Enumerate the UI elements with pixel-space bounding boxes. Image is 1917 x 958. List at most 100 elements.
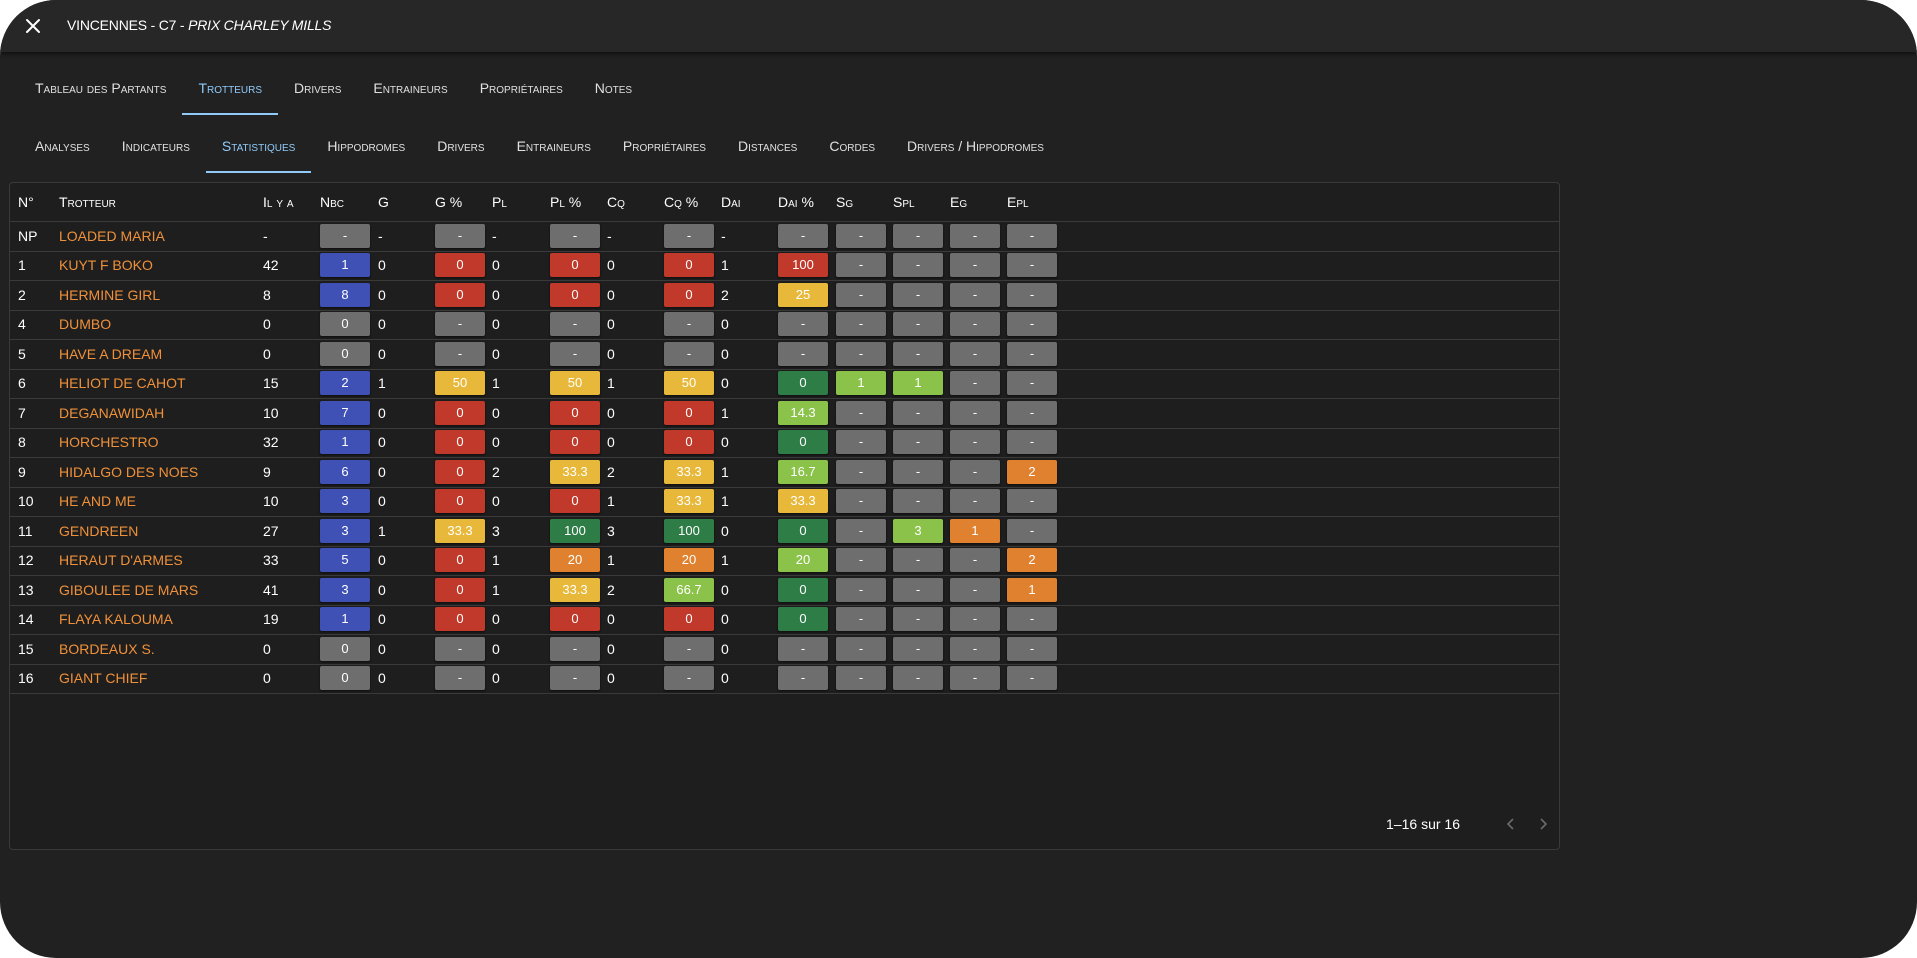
col-cq-pct-header[interactable]: Cq % [664,194,699,210]
subtab-cordes[interactable]: Cordes [829,138,876,154]
chevron-right-icon[interactable] [1530,811,1556,837]
col-number-cell: 11 [18,522,33,539]
chevron-left-icon[interactable] [1498,811,1524,837]
subtab-propri-taires[interactable]: Propriétaires [622,138,706,154]
col-number-cell: 5 [18,345,26,362]
col-pl-cell: 0 [492,345,500,362]
col-il-y-a-cell: 0 [263,345,271,362]
col-dai-pct-cell: 0 [778,605,828,635]
col-sg-header[interactable]: Sg [836,194,854,210]
col-epl-badge: - [1007,282,1057,307]
subtab-hippodromes[interactable]: Hippodromes [327,138,406,154]
trotteur-name[interactable]: GIANT CHIEF [59,670,148,687]
trotteur-name[interactable]: HERMINE GIRL [59,286,161,303]
col-sg-badge: - [836,577,886,602]
col-spl-header[interactable]: Spl [893,194,915,210]
col-spl-badge: - [893,636,943,661]
tab-tableau-des-partants[interactable]: Tableau des Partants [35,80,167,96]
subtab-drivers[interactable]: Drivers [437,138,485,154]
col-eg-header[interactable]: Eg [950,194,968,210]
col-dai-pct-header[interactable]: Dai % [778,194,814,210]
trotteur-name[interactable]: BORDEAUX S. [59,640,155,657]
col-number-header[interactable]: N° [18,194,34,210]
subtab-analyses[interactable]: Analyses [35,138,90,154]
col-cq-pct-badge: 66.7 [664,577,714,602]
col-pl-header[interactable]: Pl [492,194,507,210]
col-il-y-a-cell: 27 [263,522,279,539]
col-number-cell: 12 [18,552,34,569]
col-pl-cell: 1 [492,552,500,569]
col-cq-cell: - [607,227,612,244]
subtab-indicateurs[interactable]: Indicateurs [121,138,190,154]
trotteur-name[interactable]: LOADED MARIA [59,227,165,244]
close-icon[interactable] [20,13,46,39]
col-nbc-cell: 1 [320,251,370,281]
col-g-pct-badge: 0 [435,489,485,514]
subtab-distances[interactable]: Distances [737,138,798,154]
col-g-pct-badge: 50 [435,371,485,396]
col-dai-header[interactable]: Dai [721,194,741,210]
col-pl-pct-header[interactable]: Pl % [550,194,582,210]
col-pl-pct-badge: - [550,341,600,366]
trotteur-name[interactable]: HIDALGO DES NOES [59,463,199,480]
trotteur-name[interactable]: KUYT F BOKO [59,257,153,274]
col-pl-pct-badge: 0 [550,489,600,514]
col-eg-cell: - [950,457,1000,487]
col-dai-pct-cell: - [778,634,828,664]
col-nbc-cell: - [320,221,370,251]
col-epl-header[interactable]: Epl [1007,194,1029,210]
trotteur-name[interactable]: HAVE A DREAM [59,345,163,362]
trotteur-name[interactable]: FLAYA KALOUMA [59,611,173,628]
col-pl-pct-badge: 50 [550,371,600,396]
trotteur-name[interactable]: HE AND ME [59,493,137,510]
table-row: 10 HE AND ME 10 3 0 0 0 0 1 33.3 1 33.3- - - - [10,487,1559,517]
col-cq-header[interactable]: Cq [607,194,625,210]
col-pl-pct-badge: - [550,312,600,337]
subtab-statistiques[interactable]: Statistiques [205,118,312,174]
col-sg-cell: - [836,221,886,251]
col-spl-cell: - [893,634,943,664]
col-g-cell: 0 [378,552,386,569]
col-eg-cell: - [950,487,1000,517]
table-row: 16 GIANT CHIEF 0 0 0-0-0-0- - - - - [10,664,1559,694]
col-g-header[interactable]: G [378,194,389,210]
tab-drivers[interactable]: Drivers [294,80,342,96]
trotteur-name[interactable]: HERAUT D'ARMES [59,552,183,569]
col-sg-badge: - [836,548,886,573]
col-g-pct-header[interactable]: G % [435,194,463,210]
trotteur-name[interactable]: HORCHESTRO [59,434,159,451]
col-pl-pct-cell: 33.3 [550,575,600,605]
col-spl-cell: - [893,428,943,458]
col-pl-pct-badge: 0 [550,430,600,455]
col-dai-cell: 1 [721,463,729,480]
tab-trotteurs[interactable]: Trotteurs [182,60,278,116]
tab-propri-taires[interactable]: Propriétaires [479,80,563,96]
trotteur-name[interactable]: DEGANAWIDAH [59,404,165,421]
col-cq-pct-cell: 66.7 [664,575,714,605]
col-g-cell: 0 [378,640,386,657]
col-nbc-cell: 0 [320,664,370,694]
trotteur-name[interactable]: GIBOULEE DE MARS [59,581,199,598]
subtab-drivers-hippodromes[interactable]: Drivers / Hippodromes [907,138,1044,154]
col-trotteur-header[interactable]: Trotteur [59,194,116,210]
col-cq-pct-cell: - [664,339,714,369]
col-epl-cell: 1 [1007,575,1057,605]
col-epl-cell: - [1007,280,1057,310]
col-g-pct-cell: 0 [435,251,485,281]
trotteur-name[interactable]: HELIOT DE CAHOT [59,375,186,392]
subtab-entraineurs[interactable]: Entraineurs [516,138,591,154]
col-il-y-a-header[interactable]: Il y a [263,194,294,210]
col-eg-cell: - [950,428,1000,458]
col-pl-pct-cell: 0 [550,280,600,310]
trotteur-name[interactable]: GENDREEN [59,522,139,539]
tab-entraineurs[interactable]: Entraineurs [373,80,448,96]
col-g-cell: 0 [378,286,386,303]
col-dai-cell: 0 [721,522,729,539]
col-g-cell: 0 [378,581,386,598]
col-dai-pct-cell: - [778,339,828,369]
primary-tabs: Tableau des Partants Trotteurs Drivers Entr… [19,60,648,118]
tab-notes[interactable]: Notes [594,80,633,96]
col-nbc-header[interactable]: Nbc [320,194,345,210]
col-eg-cell: - [950,546,1000,576]
trotteur-name[interactable]: DUMBO [59,316,112,333]
